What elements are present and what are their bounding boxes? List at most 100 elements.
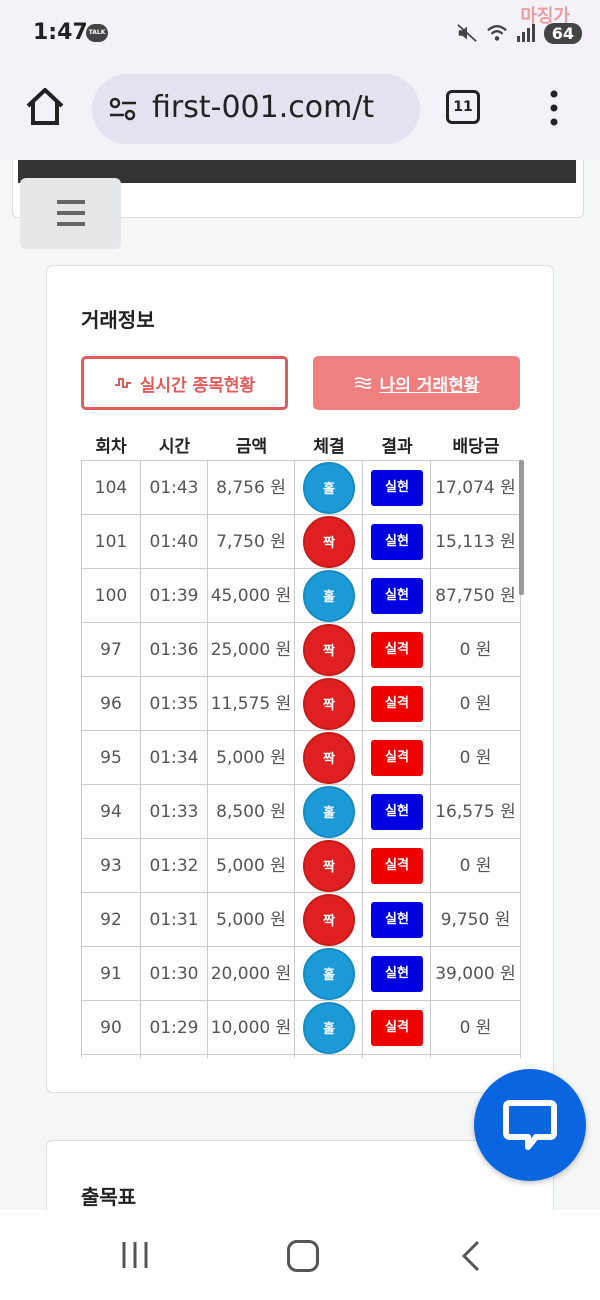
recent-apps-icon[interactable] [120,1240,150,1270]
cell-result: 실격 [363,677,431,731]
pick-badge: 짝 [303,678,355,730]
cell-round: 93 [81,839,141,893]
cell-pick: 짝 [295,623,363,677]
cell-time: 01:30 [141,947,208,1001]
cell-payout: 0 원 [431,677,521,731]
cell-pick: 홀 [295,461,363,515]
cell-amount: 7,750 원 [208,515,295,569]
pick-badge: 짝 [303,894,355,946]
cell-pick: 짝 [295,515,363,569]
table-scrollbar[interactable] [519,460,524,595]
table-row: 97 01:36 25,000 원 짝 실격 0 원 [81,623,521,677]
cell-time: 01:34 [141,731,208,785]
pick-badge: 홀 [303,948,355,1000]
cell-result: 실현 [363,947,431,1001]
cell-result: 실격 [363,623,431,677]
my-trades-button[interactable]: 나의 거래현황 [313,356,520,410]
cell-time: 01:43 [141,461,208,515]
column-header-amount: 금액 [235,437,268,457]
cell-round: 95 [81,731,141,785]
my-trades-label: 나의 거래현황 [379,375,480,396]
live-status-label: 실시간 종목현황 [139,375,256,396]
waves-icon [354,377,371,389]
wifi-icon [486,25,507,41]
address-bar[interactable]: first-001.com/t [92,74,420,144]
hamburger-menu-button[interactable] [20,178,121,249]
cell-amount: 10,000 원 [208,1001,295,1055]
watermark-logo: 마징가 [520,6,570,27]
result-badge: 실현 [371,956,423,992]
table-row: 94 01:33 8,500 원 홀 실현 16,575 원 [81,785,521,839]
site-settings-icon[interactable] [108,96,138,122]
cell-pick: 홀 [295,569,363,623]
result-badge: 실격 [371,632,423,668]
home-nav-icon[interactable] [287,1240,319,1272]
hamburger-icon-line [57,222,85,226]
cell-time: 01:33 [141,785,208,839]
browser-toolbar: first-001.com/t 11 [0,64,600,160]
cell-empty [363,1055,431,1058]
cell-amount: 8,500 원 [208,785,295,839]
chat-button[interactable] [474,1069,586,1181]
cell-empty [208,1055,295,1058]
pick-badge: 홀 [303,1002,355,1054]
cell-round: 100 [81,569,141,623]
chat-bubble-icon [503,1100,557,1150]
cell-pick: 홀 [295,947,363,1001]
result-badge: 실격 [371,848,423,884]
pick-badge: 홀 [303,570,355,622]
cell-empty [295,1055,363,1058]
system-nav-bar [0,1210,600,1300]
cell-round: 104 [81,461,141,515]
pick-badge: 짝 [303,840,355,892]
cell-amount: 11,575 원 [208,677,295,731]
cell-time: 01:35 [141,677,208,731]
result-badge: 실현 [371,794,423,830]
pulse-icon [114,378,131,388]
tab-switcher-button[interactable]: 11 [446,90,480,124]
cell-payout: 0 원 [431,623,521,677]
live-status-button[interactable]: 실시간 종목현황 [81,356,288,410]
result-badge: 실격 [371,686,423,722]
cell-payout: 15,113 원 [431,515,521,569]
battery-level: 64 [543,22,582,44]
table-header: 회차 시간 금액 체결 결과 배당금 [81,428,521,462]
cell-pick: 홀 [295,785,363,839]
cell-pick: 짝 [295,677,363,731]
result-badge: 실현 [371,902,423,938]
hamburger-icon-line [57,211,85,215]
cell-empty [431,1055,521,1058]
cell-round: 96 [81,677,141,731]
home-icon[interactable] [22,84,68,130]
result-badge: 실현 [371,524,423,560]
pick-badge: 홀 [303,462,355,514]
cell-round: 101 [81,515,141,569]
cell-result: 실현 [363,569,431,623]
pick-badge: 짝 [303,516,355,568]
url-text: first-001.com/t [152,90,375,125]
table-row: 101 01:40 7,750 원 짝 실현 15,113 원 [81,515,521,569]
cell-amount: 20,000 원 [208,947,295,1001]
trade-table-body[interactable]: 104 01:43 8,756 원 홀 실현 17,074 원 101 01:40 7,750 … [81,460,521,1058]
cell-payout: 0 원 [431,1001,521,1055]
status-icons: 64 [456,18,582,48]
table-row: 95 01:34 5,000 원 짝 실격 0 원 [81,731,521,785]
header-banner [18,160,576,183]
cell-empty [81,1055,141,1058]
table-row: 90 01:29 10,000 원 홀 실격 0 원 [81,1001,521,1055]
cell-round: 90 [81,1001,141,1055]
cell-round: 94 [81,785,141,839]
cell-result: 실현 [363,461,431,515]
cell-amount: 5,000 원 [208,893,295,947]
more-menu-icon[interactable] [544,86,564,130]
mute-icon [456,24,477,42]
cell-time: 01:40 [141,515,208,569]
cell-result: 실현 [363,785,431,839]
back-icon[interactable] [458,1240,482,1272]
cell-payout: 39,000 원 [431,947,521,1001]
cell-amount: 25,000 원 [208,623,295,677]
table-row: 93 01:32 5,000 원 짝 실격 0 원 [81,839,521,893]
trade-info-card: 거래정보 실시간 종목현황 나의 거래현황 회차 시간 금액 체결 결과 배당금… [46,265,554,1093]
result-badge: 실격 [371,1010,423,1046]
chart-card: 출목표 [46,1140,554,1210]
